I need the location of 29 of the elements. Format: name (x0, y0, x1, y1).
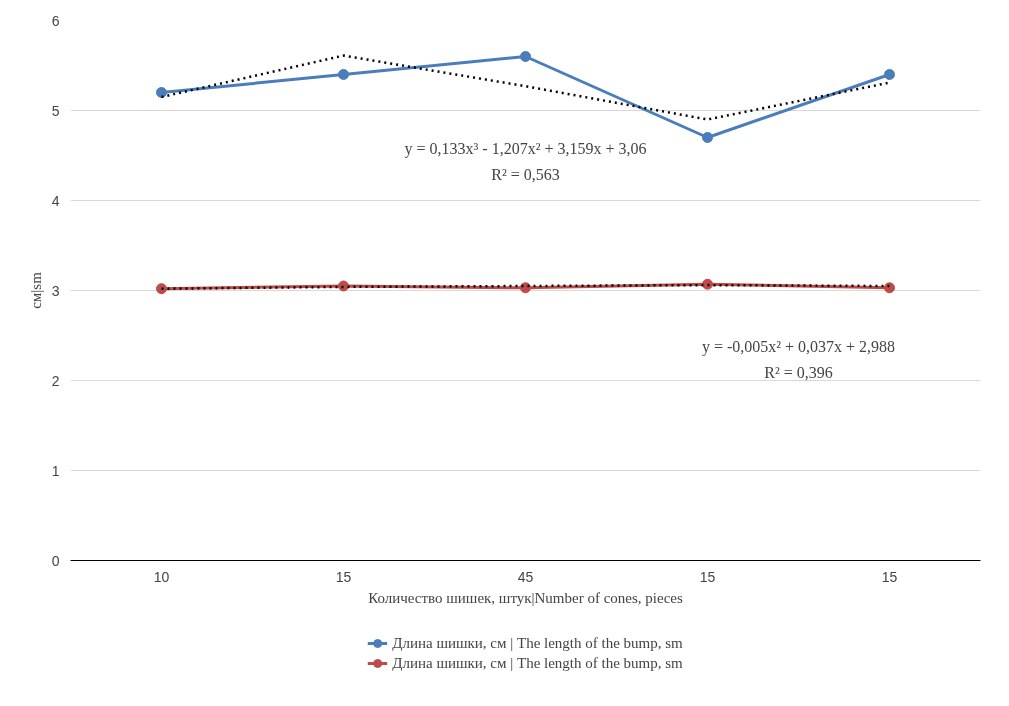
annotation: R² = 0,396 (764, 363, 833, 381)
point (156, 283, 167, 295)
y-tick-label: 5 (51, 102, 60, 119)
y-tick-label: 0 (51, 552, 60, 569)
point (520, 282, 531, 294)
point (884, 69, 895, 80)
point (702, 132, 713, 143)
x-tick-label: 10 (153, 568, 170, 585)
point (702, 278, 713, 290)
y-axis-title: см|sm (27, 271, 44, 309)
y-tick-label: 3 (51, 282, 60, 299)
point (338, 69, 349, 80)
annotation: y = 0,133x³ - 1,207x² + 3,159x + 3,06 (404, 140, 647, 159)
x-axis-title: Количество шишек, штук|Number of cones, pieces (368, 589, 683, 606)
y-tick-label: 2 (51, 372, 60, 389)
legend-label: Длина шишки, см | The length of the bump, sm (392, 654, 683, 672)
y-tick-label: 4 (51, 192, 60, 209)
x-tick-label: 45 (517, 568, 534, 585)
point (156, 87, 167, 98)
legend-label: Длина шишки, см | The length of the bump, sm (392, 634, 683, 652)
x-tick-label: 15 (881, 568, 898, 585)
annotation: y = -0,005x² + 0,037x + 2,988 (701, 338, 896, 357)
x-tick-label: 15 (699, 568, 716, 585)
y-tick-label: 6 (51, 12, 60, 29)
y-tick-label: 1 (51, 462, 60, 479)
point (884, 282, 895, 294)
annotation: R² = 0,563 (491, 165, 560, 183)
point (520, 51, 531, 62)
x-tick-label: 15 (335, 568, 352, 585)
